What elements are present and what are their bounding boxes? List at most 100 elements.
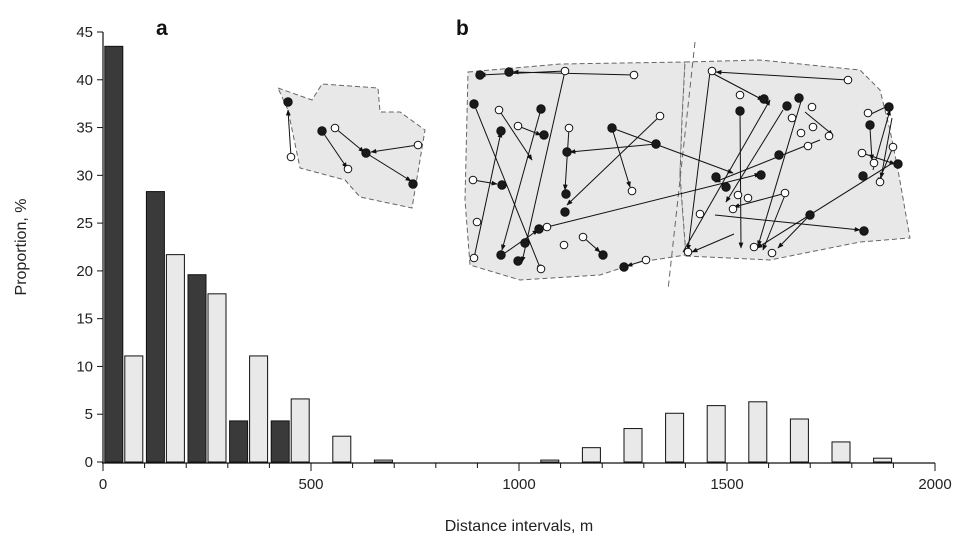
bar-light <box>748 401 768 463</box>
inset-b-dot-open <box>796 128 806 138</box>
inset-b-dot-filled <box>469 99 479 109</box>
inset-b-dot-open <box>863 108 873 118</box>
inset-a-dots <box>283 97 423 189</box>
inset-a-dot-filled <box>408 179 418 189</box>
bar-light <box>581 447 601 463</box>
inset-a-arrows <box>285 109 419 182</box>
inset-b-dot-open <box>627 186 637 196</box>
bar-dark <box>270 420 290 463</box>
inset-b-dot-open <box>780 188 790 198</box>
inset-b-dot-open <box>875 177 885 187</box>
inset-a-dot-open <box>330 123 340 133</box>
inset-b-dot-open <box>824 131 834 141</box>
y-tick-label: 40 <box>76 72 93 89</box>
inset-b-dot-filled <box>794 93 804 103</box>
inset-b-dot-filled <box>561 189 571 199</box>
inset-b-dot-filled <box>759 94 769 104</box>
inset-b-dot-filled <box>893 159 903 169</box>
inset-b-dot-filled <box>607 123 617 133</box>
inset-a-dot-open <box>343 164 353 174</box>
inset-b-dot-open <box>564 123 574 133</box>
inset-a-region <box>277 83 426 209</box>
inset-b-dot-open <box>468 175 478 185</box>
inset-b-dot-filled <box>756 170 766 180</box>
inset-b-dot-open <box>578 232 588 242</box>
plot-area: 0 5 10 15 20 25 30 35 40 45 0 500 1000 1500 2000 Distan… <box>13 24 952 535</box>
inset-b-dot-filled <box>513 256 523 266</box>
x-tick-label: 1000 <box>502 476 535 493</box>
inset-b-dot-filled <box>858 171 868 181</box>
inset-b-dot-open <box>560 66 570 76</box>
inset-b-dot-filled <box>504 67 514 77</box>
bar-light <box>207 293 227 463</box>
inset-b-dot-open <box>641 255 651 265</box>
inset-b-dot-open <box>707 66 717 76</box>
inset-b-dot-filled <box>735 106 745 116</box>
bar-dark <box>145 191 165 463</box>
inset-b-dot-open <box>494 105 504 115</box>
y-tick-label: 5 <box>85 406 93 423</box>
inset-b-dot-open <box>843 75 853 85</box>
inset-b-dot-filled <box>884 102 894 112</box>
inset-b-dot-filled <box>536 104 546 114</box>
bar-dark <box>104 45 124 463</box>
inset-b-dot-open <box>655 111 665 121</box>
inset-b-map <box>464 41 911 291</box>
inset-b-dot-filled <box>475 70 485 80</box>
inset-b-divider <box>667 41 696 291</box>
y-tick-label: 35 <box>76 120 93 137</box>
inset-b-dot-filled <box>782 101 792 111</box>
inset-b-dot-open <box>695 209 705 219</box>
x-tick-label: 1500 <box>710 476 743 493</box>
inset-b-dot-filled <box>865 120 875 130</box>
bar-light <box>124 355 144 463</box>
inset-b-dot-open <box>536 264 546 274</box>
y-tick-label: 30 <box>76 167 93 184</box>
panel-label-a: a <box>156 17 168 40</box>
inset-b-dot-filled <box>560 207 570 217</box>
bar-light <box>165 254 185 463</box>
x-tick-label: 2000 <box>918 476 951 493</box>
bar-light <box>290 398 310 463</box>
inset-b-dot-filled <box>774 150 784 160</box>
inset-b-dot-open <box>559 240 569 250</box>
inset-b-dot-filled <box>497 180 507 190</box>
inset-b-dot-open <box>733 190 743 200</box>
y-tick-label: 25 <box>76 215 93 232</box>
y-axis-title: Proportion, % <box>13 199 30 296</box>
inset-b-dot-open <box>743 193 753 203</box>
inset-b-dot-filled <box>598 250 608 260</box>
inset-b-dot-filled <box>520 238 530 248</box>
y-tick-label: 0 <box>85 454 93 471</box>
inset-b-dot-filled <box>721 182 731 192</box>
bar-light <box>706 405 726 463</box>
inset-b-dot-open <box>735 90 745 100</box>
y-tick-label: 45 <box>76 24 93 41</box>
inset-b-dot-filled <box>496 126 506 136</box>
inset-b-dot-filled <box>711 172 721 182</box>
inset-b-region-left <box>464 61 687 281</box>
bar-light <box>373 459 393 463</box>
bar-light <box>873 457 893 463</box>
inset-b-dot-filled <box>534 224 544 234</box>
inset-b-dot-open <box>513 121 523 131</box>
y-tick-label: 10 <box>76 358 93 375</box>
bar-dark <box>229 420 249 463</box>
inset-b-dot-filled <box>805 210 815 220</box>
inset-b-dot-filled <box>619 262 629 272</box>
inset-b-dots <box>468 66 903 274</box>
inset-a-map <box>277 83 426 209</box>
inset-a-dot-open <box>413 140 423 150</box>
inset-b-dot-open <box>869 158 879 168</box>
x-tick-label: 500 <box>298 476 323 493</box>
y-tick-label: 15 <box>76 311 93 328</box>
bar-light <box>665 412 685 463</box>
inset-b-dot-filled <box>539 130 549 140</box>
inset-b-dot-filled <box>859 226 869 236</box>
inset-b-dot-filled <box>562 147 572 157</box>
inset-a-dot-filled <box>317 126 327 136</box>
inset-a-dot-open <box>286 152 296 162</box>
inset-b-dot-open <box>472 217 482 227</box>
inset-a-dot-filled <box>361 148 371 158</box>
